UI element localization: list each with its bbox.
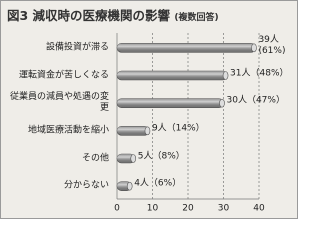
- category-label: 運転資金が苦しくなる: [18, 70, 109, 80]
- value-label: 30人（47%）: [226, 95, 285, 106]
- bar-cap: [126, 181, 133, 191]
- value-label: 31人（48%）: [230, 68, 289, 78]
- x-tick-label: 10: [147, 204, 159, 214]
- x-tick-label: 30: [218, 204, 230, 214]
- chart-subtitle: (複数回答): [174, 13, 219, 23]
- bar-shine: [117, 43, 256, 53]
- bar-cap: [222, 71, 229, 80]
- x-tick-label: 40: [253, 204, 265, 214]
- x-tick-label: 20: [182, 204, 194, 214]
- category-label: その他: [81, 153, 109, 163]
- plot: 0 10 20 30 40: [114, 33, 265, 214]
- title-block: 図3 減収時の医療機関の影響 (複数回答): [7, 5, 219, 24]
- chart: 0 10 20 30 40 図3 減収時の医療機関の影響 (複数回答) 設備投資が滞る 3…: [0, 0, 298, 219]
- category-label: 設備投資が滞る: [45, 42, 109, 53]
- value-label: 4人（6%）: [134, 178, 182, 189]
- bar-cap: [219, 98, 225, 108]
- value-label: 9人（14%）: [151, 123, 205, 134]
- bar-shine: [117, 71, 228, 80]
- category-label: 従業員の減員や処遇の変更: [9, 92, 109, 114]
- bar-cap: [144, 126, 151, 136]
- chart-title: 図3 減収時の医療機関の影響: [7, 8, 171, 23]
- bar-shine: [117, 154, 135, 163]
- bar-shine: [117, 126, 149, 136]
- x-tick-label: 0: [114, 204, 120, 214]
- value-label: 39人 (61%): [258, 34, 286, 56]
- category-label: 地域医療活動を縮小: [27, 125, 109, 136]
- bar-cap: [130, 154, 137, 163]
- bar-cap: [251, 43, 257, 53]
- category-label: 分からない: [63, 180, 109, 191]
- bar-shine: [117, 98, 224, 108]
- value-label: 5人（8%）: [137, 151, 185, 161]
